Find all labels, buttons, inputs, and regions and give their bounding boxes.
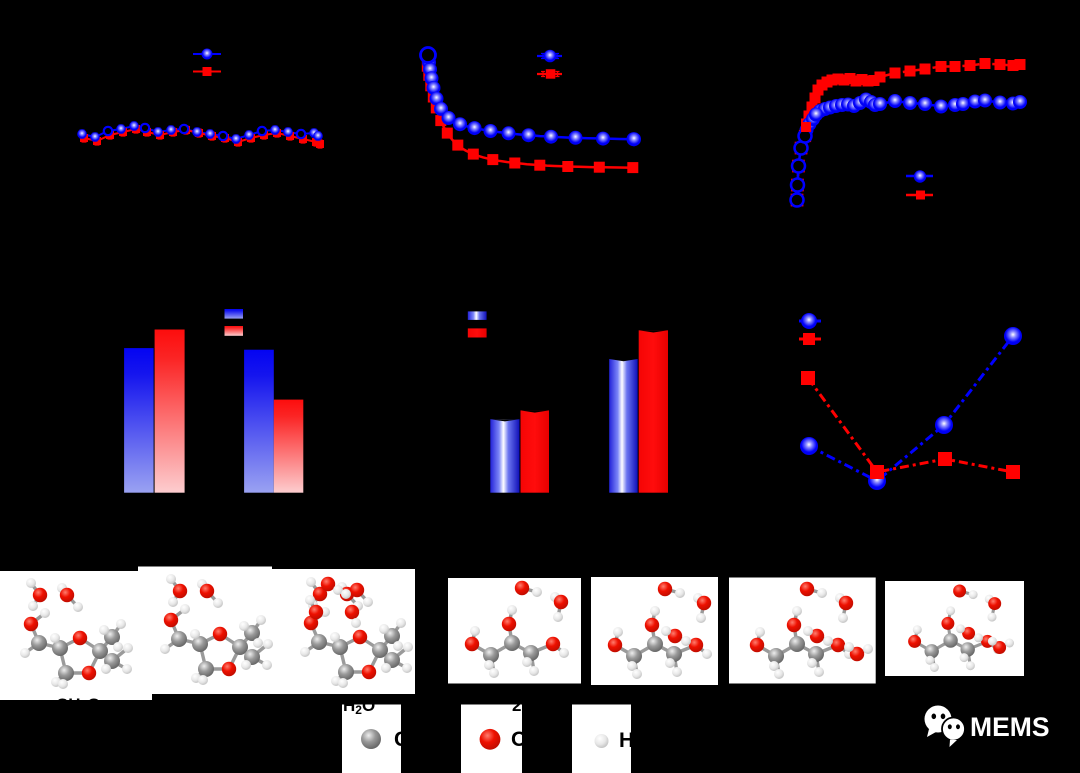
- svg-text:H2O: H2O: [343, 696, 375, 717]
- svg-text:H: H: [619, 729, 634, 752]
- svg-text:MEMS: MEMS: [970, 712, 1050, 742]
- svg-text:2H2O: 2H2O: [512, 696, 554, 717]
- svg-text:O: O: [511, 728, 527, 751]
- svg-text:CH2O: CH2O: [56, 695, 100, 716]
- svg-text:C: C: [394, 728, 409, 751]
